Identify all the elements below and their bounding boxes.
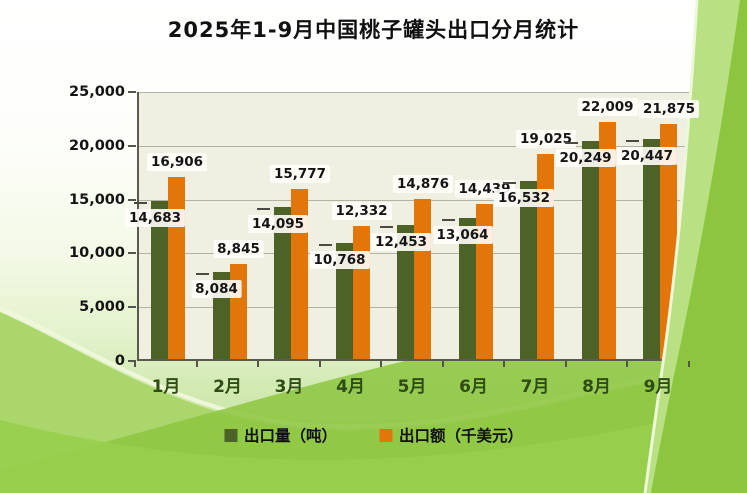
- bar-volume: [397, 225, 414, 359]
- bar-volume: [643, 139, 660, 359]
- legend-label-value: 出口额（千美元）: [399, 427, 524, 445]
- legend-marker-value: [379, 428, 392, 442]
- bar-value: [475, 203, 493, 359]
- bar-value: [598, 122, 616, 359]
- bar-volume: [212, 272, 230, 359]
- legend: 出口量（吨） 出口额（千美元）: [223, 424, 523, 446]
- bar-value: [660, 123, 677, 359]
- bar-volume: [335, 243, 353, 359]
- bar-value: [291, 189, 308, 359]
- chart-title: 2025年1-9月中国桃子罐头出口分月统计: [167, 18, 580, 42]
- bar-volume: [458, 218, 476, 359]
- bar-value: [414, 198, 431, 359]
- bar-value: [537, 154, 554, 359]
- bar-volume: [520, 181, 537, 359]
- plot-area: [137, 92, 689, 361]
- gridline: [139, 92, 689, 93]
- bar-volume: [274, 207, 291, 359]
- legend-item-volume: 出口量（吨）: [223, 424, 337, 446]
- legend-marker-volume: [223, 428, 237, 442]
- bar-value: [352, 226, 370, 359]
- bar-value: [168, 177, 185, 359]
- bar-value: [229, 263, 247, 359]
- bar-volume: [581, 141, 599, 359]
- bar-volume: [151, 201, 168, 359]
- gridline: [139, 145, 689, 147]
- legend-label-volume: 出口量（吨）: [243, 427, 337, 445]
- legend-item-value: 出口额（千美元）: [379, 424, 523, 446]
